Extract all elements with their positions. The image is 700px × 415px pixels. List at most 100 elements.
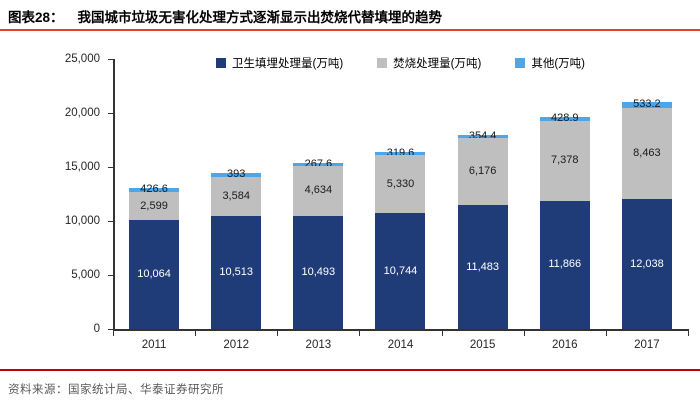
- bar-segment: 10,744: [375, 213, 426, 329]
- y-tick-label: 10,000: [64, 215, 100, 227]
- y-tick-mark: [108, 221, 113, 222]
- bar-value-label: 5,330: [386, 177, 415, 190]
- bar-value-label: 354.4: [468, 129, 497, 142]
- legend-label: 卫生填埋处理量(万吨): [231, 58, 344, 70]
- bar-segment: 393: [211, 169, 262, 180]
- bar-slot-2013: 267.6 4,634 10,493: [277, 158, 359, 329]
- bar-segment: 5,330: [375, 155, 426, 213]
- bar-value-label: 7,378: [551, 154, 579, 167]
- bar-segment: 10,513: [211, 215, 262, 329]
- x-tick-mark: [359, 330, 361, 336]
- stacked-bar-2011: 426.6 2,599 10,064: [129, 184, 180, 329]
- stacked-bar-2013: 267.6 4,634 10,493: [293, 158, 344, 329]
- y-tick-label: 15,000: [64, 161, 100, 173]
- legend-item-2: 其他(万吨): [515, 55, 585, 71]
- y-tick-mark: [108, 167, 113, 168]
- bar-segment: 428.9: [539, 113, 590, 124]
- y-tick-label: 25,000: [64, 53, 100, 65]
- bar-segment: 267.6: [293, 158, 344, 169]
- legend-swatch-icon: [215, 58, 226, 68]
- bar-value-label: 4,634: [304, 184, 333, 197]
- bar-value-label: 267.6: [304, 157, 333, 170]
- title-underline-rule: [0, 29, 700, 31]
- bar-segment: 7,378: [539, 121, 590, 201]
- x-category-label: 2013: [305, 339, 332, 351]
- x-category-label: 2011: [141, 339, 167, 351]
- bar-value-label: 319.6: [386, 147, 415, 160]
- bar-segment: 533.2: [621, 98, 672, 111]
- x-tick-mark: [113, 330, 114, 336]
- x-tick-mark: [605, 330, 607, 336]
- stacked-bar-chart: 卫生填埋处理量(万吨) 焚烧处理量(万吨) 其他(万吨) 0 5,000 10,000 1…: [0, 32, 700, 362]
- chart-legend: 卫生填埋处理量(万吨) 焚烧处理量(万吨) 其他(万吨): [113, 55, 688, 71]
- y-tick-label: 5,000: [71, 269, 100, 281]
- figure-header: 图表28： 我国城市垃圾无害化处理方式逐渐显示出焚烧代替填埋的趋势: [8, 6, 692, 26]
- x-category-label: 2016: [551, 339, 578, 351]
- bar-value-label: 10,513: [219, 265, 254, 278]
- bar-segment: 3,584: [211, 176, 262, 216]
- bar-segment: 4,634: [293, 165, 344, 216]
- bar-slot-2012: 393 3,584 10,513: [195, 169, 277, 329]
- bar-value-label: 428.9: [551, 112, 579, 125]
- legend-item-1: 焚烧处理量(万吨): [377, 55, 481, 71]
- bar-segment: 12,038: [621, 199, 672, 329]
- bar-value-label: 10,064: [137, 268, 171, 281]
- bar-segment: 354.4: [457, 130, 508, 141]
- bar-slot-2014: 319.6 5,330 10,744: [359, 148, 441, 329]
- bar-slot-2016: 428.9 7,378 11,866: [524, 113, 606, 329]
- x-category-label: 2012: [223, 339, 249, 351]
- y-tick-label: 20,000: [64, 107, 100, 119]
- y-tick-mark: [108, 275, 113, 276]
- stacked-bar-2014: 319.6 5,330 10,744: [375, 148, 426, 329]
- bars-area: 426.6 2,599 10,064 393 3,584 10,513 267.6 4,634…: [113, 59, 688, 329]
- x-tick-mark: [688, 330, 689, 336]
- stacked-bar-2015: 354.4 6,176 11,483: [457, 130, 508, 329]
- x-axis-line: [113, 329, 689, 331]
- bar-value-label: 11,866: [548, 258, 582, 271]
- bar-value-label: 3,584: [222, 189, 250, 202]
- x-tick-mark: [277, 330, 279, 336]
- bar-segment: 10,064: [129, 220, 180, 329]
- x-tick-mark: [195, 330, 197, 336]
- legend-label: 其他(万吨): [531, 58, 585, 70]
- bar-segment: 319.6: [375, 148, 426, 159]
- x-category-label: 2014: [387, 339, 414, 351]
- x-category-label: 2017: [634, 339, 660, 351]
- legend-swatch-icon: [515, 58, 526, 68]
- x-category-label: 2015: [469, 339, 496, 351]
- bar-segment: 11,866: [539, 200, 590, 329]
- source-divider-rule: [0, 369, 700, 371]
- bar-segment: 8,463: [621, 107, 672, 199]
- bar-segment: 2,599: [129, 192, 180, 221]
- y-tick-mark: [108, 329, 113, 330]
- stacked-bar-2017: 533.2 8,463 12,038: [621, 98, 672, 329]
- bar-value-label: 11,483: [466, 260, 500, 273]
- bar-segment: 11,483: [457, 205, 508, 329]
- bar-value-label: 393: [227, 168, 246, 181]
- bar-value-label: 10,493: [301, 265, 336, 278]
- legend-item-0: 卫生填埋处理量(万吨): [215, 55, 344, 71]
- bar-value-label: 2,599: [140, 199, 168, 212]
- stacked-bar-2012: 393 3,584 10,513: [211, 169, 262, 329]
- bar-slot-2011: 426.6 2,599 10,064: [113, 184, 195, 329]
- bar-value-label: 6,176: [468, 165, 497, 178]
- y-axis-line: [113, 59, 115, 331]
- x-tick-mark: [441, 330, 443, 336]
- bar-slot-2017: 533.2 8,463 12,038: [606, 98, 688, 329]
- bar-value-label: 8,463: [633, 146, 661, 159]
- legend-swatch-icon: [377, 58, 388, 68]
- stacked-bar-2016: 428.9 7,378 11,866: [539, 113, 590, 329]
- y-tick-label: 0: [93, 323, 100, 335]
- figure-number: 图表28：: [8, 10, 64, 25]
- bar-value-label: 533.2: [633, 98, 661, 111]
- bar-segment: 426.6: [129, 184, 180, 195]
- bar-value-label: 12,038: [630, 257, 664, 270]
- y-tick-mark: [108, 59, 113, 60]
- bar-segment: 10,493: [293, 215, 344, 329]
- y-tick-mark: [108, 113, 113, 114]
- source-note: 资料来源：国家统计局、华泰证券研究所: [8, 384, 224, 396]
- bar-value-label: 426.6: [140, 183, 168, 196]
- figure-title: 我国城市垃圾无害化处理方式逐渐显示出焚烧代替填埋的趋势: [77, 10, 443, 25]
- legend-label: 焚烧处理量(万吨): [393, 58, 482, 70]
